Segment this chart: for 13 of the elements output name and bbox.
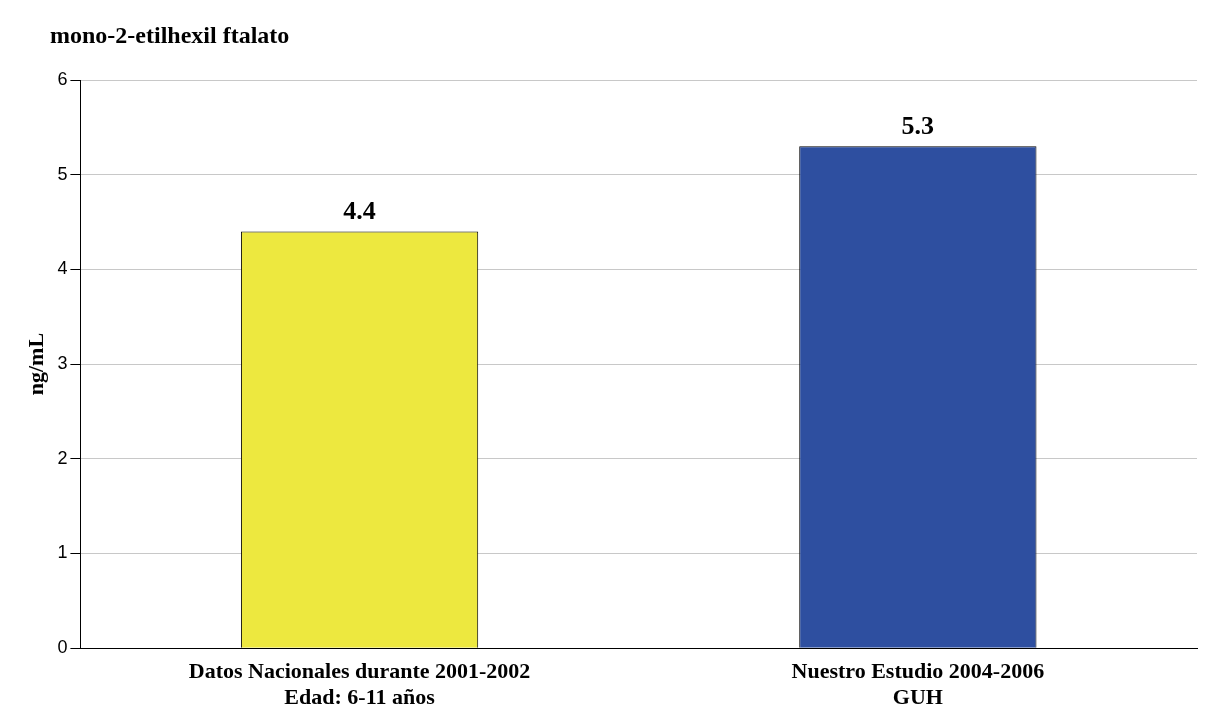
y-tick-label: 1 [57,542,68,563]
y-tick-label: 0 [57,637,68,658]
x-tick-label: Nuestro Estudio 2004-2006 GUH [791,658,1045,710]
y-axis-title: ng/mL [22,332,48,396]
y-tick-label: 3 [57,353,68,374]
x-tick-label: Datos Nacionales durante 2001-2002 Edad: 6-11 años [188,658,531,710]
y-tick-label: 6 [57,68,68,89]
y-tick-label: 4 [57,258,68,279]
y-tick-label: 2 [57,447,68,468]
chart-title: mono-2-etilhexil ftalato [50,22,290,49]
y-tick-label: 5 [57,163,68,184]
data-label: 5.3 [901,111,935,141]
data-label: 4.4 [343,196,376,226]
